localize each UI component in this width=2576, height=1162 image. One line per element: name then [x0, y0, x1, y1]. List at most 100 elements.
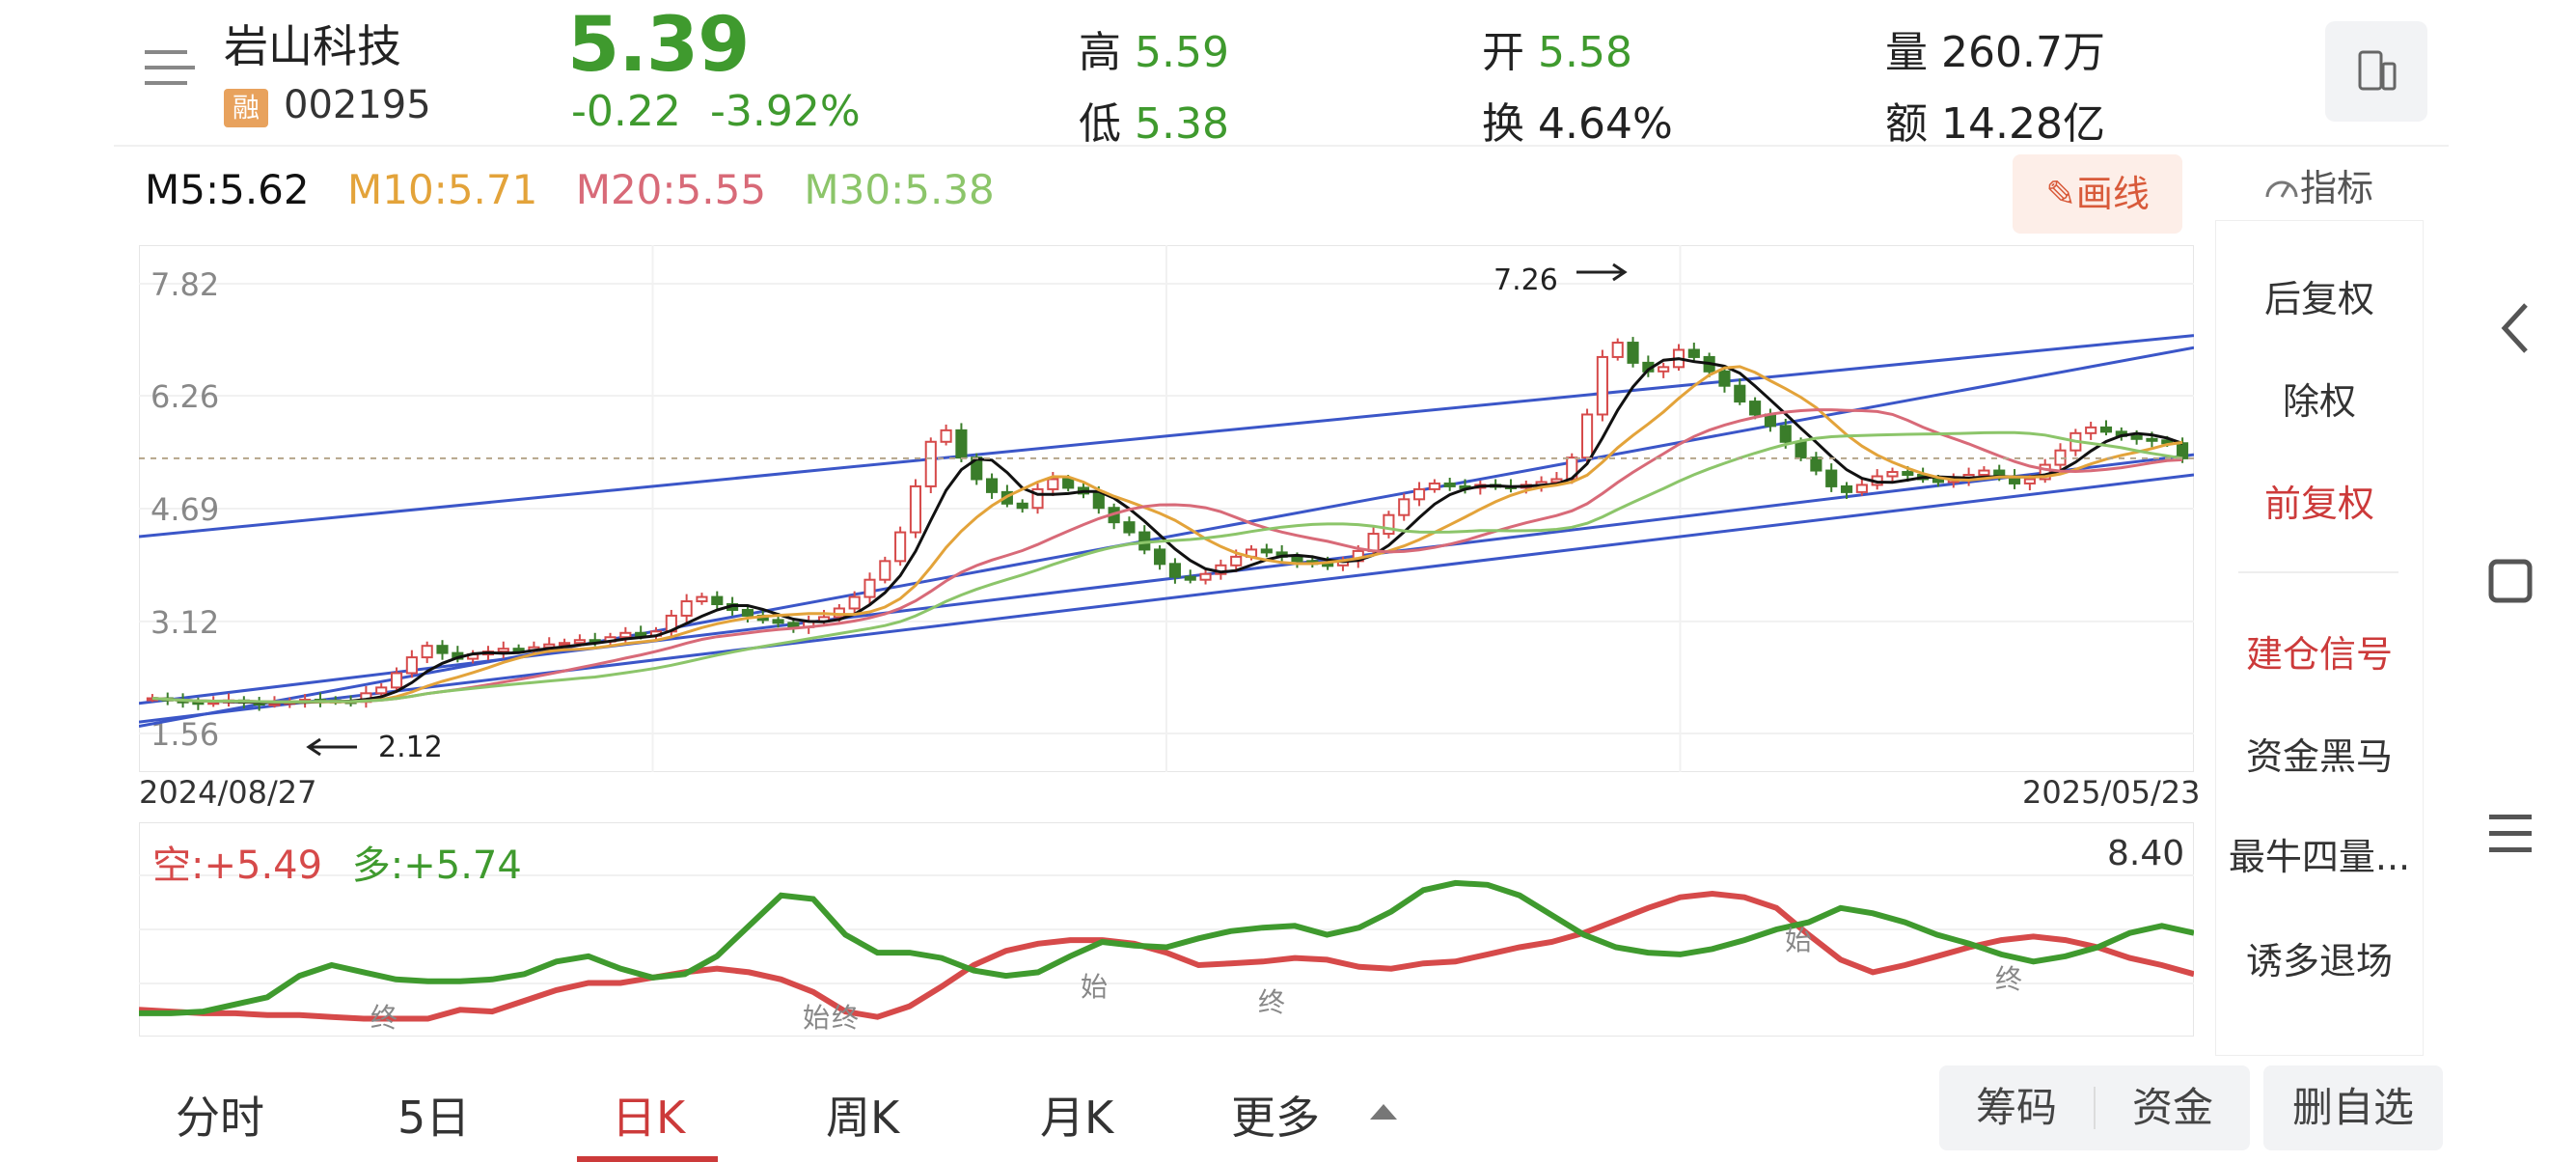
indicator-label: 指标: [2300, 167, 2374, 209]
ma5-label: M5:5.62: [145, 166, 310, 213]
candle-body: [1734, 384, 1746, 403]
volume-value: 260.7万: [1941, 28, 2105, 77]
draw-line-button[interactable]: ✎画线: [2013, 154, 2182, 234]
current-price: 5.39: [567, 2, 750, 89]
osc-mark: 终: [1995, 963, 2022, 995]
indicator-button[interactable]: 指标: [2263, 158, 2373, 211]
side-menu: 后复权 除权 前复权 建仓信号 资金黑马 最牛四量... 诱多退场: [2215, 220, 2424, 1056]
group-divider: [2094, 1087, 2096, 1129]
tab-five-day[interactable]: 5日: [397, 1092, 471, 1144]
stock-name: 岩山科技: [224, 20, 401, 72]
candle-body: [1596, 355, 1608, 416]
candle-body: [1550, 478, 1563, 484]
side-item-post-adjusted[interactable]: 后复权: [2263, 278, 2374, 320]
x-end-date: 2025/05/23: [2022, 774, 2201, 811]
low-value: 5.38: [1135, 99, 1229, 149]
tab-month-k[interactable]: 月K: [1040, 1092, 1114, 1144]
side-item-capital-dark-horse[interactable]: 资金黑马: [2245, 735, 2393, 778]
candle-body: [848, 595, 861, 610]
oscillator-chart[interactable]: 终始终始 终始终: [139, 822, 2194, 1037]
short-value: 空:+5.49: [152, 844, 323, 888]
candle-body: [1199, 572, 1212, 581]
annot-high: 7.26: [1494, 263, 1628, 297]
tab-day-k[interactable]: 日K: [612, 1092, 686, 1144]
caret-up-icon[interactable]: [1370, 1104, 1397, 1120]
back-nav-icon[interactable]: [2499, 301, 2534, 355]
osc-mark: 始: [803, 1002, 830, 1034]
active-tab-indicator: [577, 1156, 718, 1162]
ma20-line: [151, 408, 2183, 704]
side-item-ex-rights[interactable]: 除权: [2282, 380, 2356, 423]
annot-high-arrowhead: [1612, 263, 1628, 282]
tab-week-k[interactable]: 周K: [826, 1092, 900, 1144]
chips-button[interactable]: 筹码: [1975, 1084, 2057, 1131]
side-menu-divider: [2238, 571, 2398, 573]
candle-body: [1825, 469, 1838, 487]
candle-body: [405, 656, 418, 675]
candle-body: [2177, 442, 2189, 459]
candle-body: [1184, 575, 1196, 581]
candle-body: [2085, 426, 2097, 434]
volume-label: 量: [1885, 28, 1928, 77]
side-item-build-signal[interactable]: 建仓信号: [2245, 633, 2393, 676]
side-item-bull-trap-exit[interactable]: 诱多退场: [2245, 940, 2393, 982]
ma10-line: [151, 365, 2183, 704]
x-start-date: 2024/08/27: [139, 774, 317, 811]
ma20-label: M20:5.55: [575, 166, 767, 213]
candle-body: [512, 648, 525, 652]
capital-button[interactable]: 资金: [2131, 1084, 2213, 1131]
recents-nav-icon[interactable]: [2487, 813, 2534, 855]
tab-minute[interactable]: 分时: [176, 1092, 264, 1144]
candle-body: [1291, 555, 1303, 563]
annot-high-label: 7.26: [1494, 263, 1558, 297]
side-item-four-volume[interactable]: 最牛四量...: [2228, 836, 2411, 878]
candle-body: [1978, 469, 1990, 477]
high-label: 高: [1079, 28, 1121, 77]
low-stat: 低 5.38: [1079, 89, 1229, 151]
side-item-pre-adjusted[interactable]: 前复权: [2263, 483, 2374, 525]
osc-grid: [139, 874, 2194, 984]
kline-chart[interactable]: 7.826.264.693.121.56 7.26 2.12: [139, 245, 2194, 772]
ma10-label: M10:5.71: [346, 166, 538, 213]
menu-icon[interactable]: [145, 46, 195, 91]
amount-value: 14.28亿: [1941, 99, 2105, 149]
osc-mark: 终: [370, 1002, 397, 1034]
y-tick-label: 4.69: [151, 491, 219, 528]
tab-more[interactable]: 更多: [1231, 1092, 1320, 1144]
channel-line: [139, 334, 2194, 539]
candle-body: [1932, 478, 1945, 484]
candle-body: [1658, 366, 1670, 373]
annot-low-label: 2.12: [378, 731, 443, 764]
candle-body: [985, 478, 999, 493]
candle-body: [863, 578, 876, 598]
rotate-screen-button[interactable]: [2325, 21, 2427, 122]
candle-body: [1398, 498, 1411, 516]
candle-body: [1855, 484, 1868, 493]
y-tick-label: 7.82: [151, 266, 219, 303]
candle-body: [787, 622, 800, 628]
candle-body: [1581, 413, 1594, 459]
candle-body: [2130, 434, 2143, 440]
candle-body: [680, 600, 693, 617]
candle-body: [879, 560, 891, 581]
turnover-value: 4.64%: [1538, 99, 1673, 149]
price-change: -0.22: [571, 87, 681, 136]
candle-body: [635, 631, 647, 637]
candle-body: [390, 672, 403, 689]
osc-mark: 终: [1258, 986, 1285, 1018]
candle-body: [1383, 513, 1395, 536]
open-stat: 开 5.58: [1482, 17, 1632, 79]
draw-line-label: 画线: [2075, 173, 2150, 215]
candle-body: [1902, 471, 1914, 477]
candle-body: [1260, 548, 1273, 554]
osc-mark: 始: [1081, 971, 1108, 1003]
osc-mark: 始: [1785, 925, 1812, 956]
amount-label: 额: [1885, 99, 1928, 149]
candle-body: [1749, 401, 1762, 416]
home-nav-icon[interactable]: [2487, 558, 2534, 604]
candle-body: [1627, 342, 1639, 364]
annot-low: 2.12: [306, 731, 443, 764]
remove-watchlist-button[interactable]: 删自选: [2263, 1065, 2443, 1150]
candle-body: [940, 429, 952, 443]
candle-body: [375, 686, 388, 695]
